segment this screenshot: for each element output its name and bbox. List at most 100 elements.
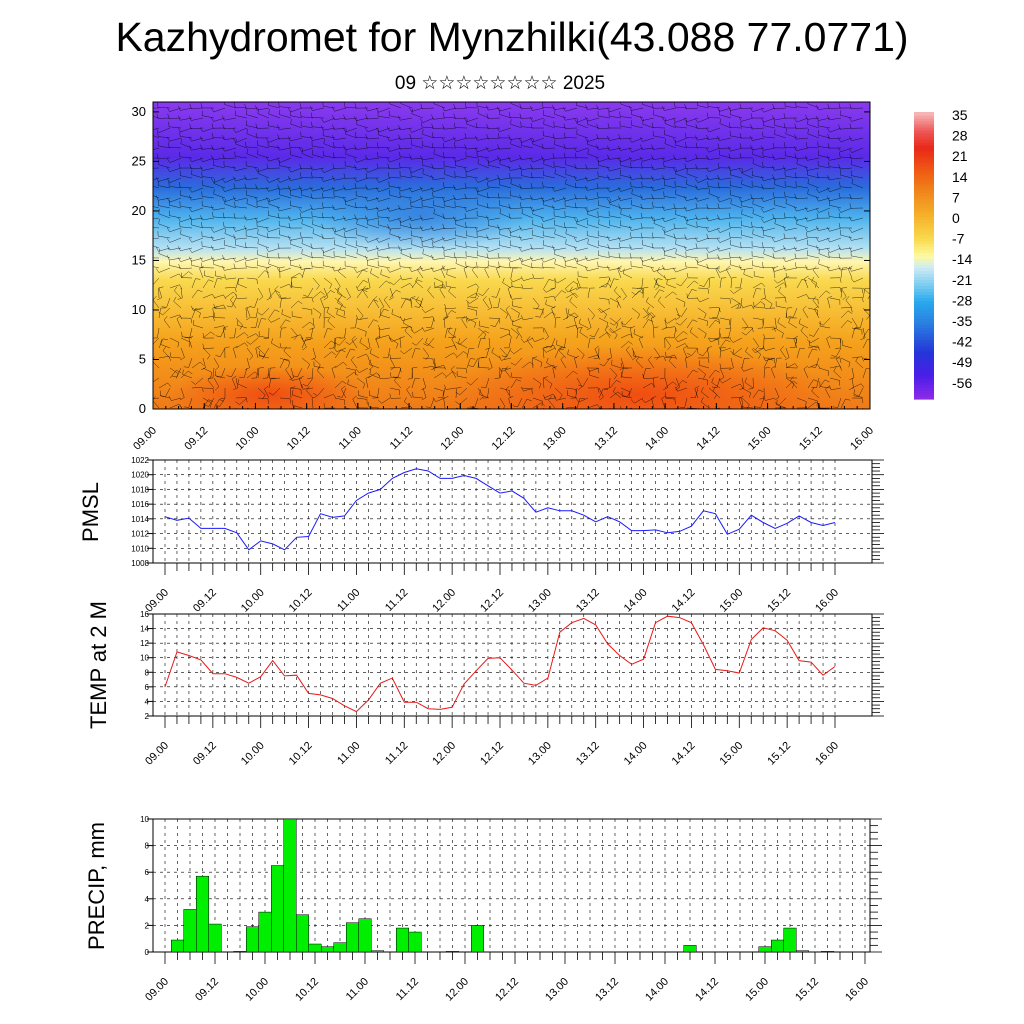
wind-barb-flag xyxy=(156,195,159,201)
wind-barb-flag xyxy=(277,213,280,219)
wind-barb-flag xyxy=(526,336,531,341)
x-tick-label: 10.12 xyxy=(285,425,313,453)
wind-barb-flag xyxy=(198,312,201,318)
wind-barb xyxy=(457,375,468,379)
wind-barb-flag xyxy=(403,318,406,324)
wind-barb xyxy=(532,137,545,143)
wind-barb-flag xyxy=(211,245,214,251)
wind-barb xyxy=(411,144,424,149)
wind-barb xyxy=(510,167,523,171)
wind-barb xyxy=(840,174,853,179)
y-tick-label: 2 xyxy=(145,921,150,930)
wind-barb xyxy=(367,299,374,309)
wind-barb xyxy=(488,147,501,152)
wind-barb-flag xyxy=(356,248,358,254)
wind-barb-flag xyxy=(160,339,162,345)
wind-barb xyxy=(455,257,468,259)
wind-barb xyxy=(466,307,477,311)
wind-barb-flag xyxy=(365,287,371,291)
wind-barb-flag xyxy=(274,309,280,312)
wind-barb xyxy=(510,103,523,109)
wind-barb xyxy=(448,291,457,299)
wind-barb xyxy=(862,287,870,295)
wind-barb-flag xyxy=(290,118,292,124)
wind-barb-flag xyxy=(226,305,232,308)
wind-barb xyxy=(338,271,347,279)
wind-barb-flag xyxy=(299,375,304,379)
wind-barb xyxy=(794,337,798,348)
wind-barb xyxy=(587,197,600,201)
wind-barb xyxy=(686,247,699,251)
wind-barb xyxy=(508,337,512,348)
wind-barb-flag xyxy=(327,316,331,322)
wind-barb xyxy=(565,243,578,249)
wind-barb xyxy=(356,136,369,139)
wind-barb-flag xyxy=(519,113,522,119)
wind-barb-flag xyxy=(362,289,368,292)
temp-series-line xyxy=(164,615,836,713)
wind-barb xyxy=(609,107,622,113)
wind-barb-flag xyxy=(772,174,775,180)
wind-barb-flag xyxy=(655,286,660,291)
wind-barb-flag xyxy=(343,144,346,150)
wind-barb-flag xyxy=(651,243,654,249)
wind-barb xyxy=(389,137,402,142)
wind-barb xyxy=(350,359,358,369)
wind-barb xyxy=(400,297,411,300)
wind-barb-flag xyxy=(299,164,302,170)
wind-barb-flag xyxy=(386,147,390,152)
wind-barb xyxy=(763,187,776,190)
wind-barb xyxy=(642,147,655,150)
wind-barb xyxy=(840,207,853,213)
wind-barb xyxy=(356,147,369,150)
wind-barb xyxy=(367,372,377,379)
wind-barb-flag xyxy=(411,342,417,346)
wind-barb-flag xyxy=(529,117,533,122)
wind-barb xyxy=(763,253,776,259)
wind-barb xyxy=(560,359,567,369)
wind-barb xyxy=(188,357,193,368)
wind-barb-flag xyxy=(256,411,257,416)
wind-barb-flag xyxy=(826,187,830,192)
wind-barb-flag xyxy=(616,295,621,300)
colorbar-swatch xyxy=(914,153,934,158)
wind-barb xyxy=(741,173,754,179)
wind-barb xyxy=(719,114,732,119)
wind-barb-flag xyxy=(474,178,479,183)
wind-barb xyxy=(235,206,248,209)
wind-barb-flag xyxy=(714,337,720,339)
wind-barb xyxy=(576,133,589,139)
wind-barb-flag xyxy=(700,397,704,402)
wind-barb-flag xyxy=(298,208,303,213)
wind-barb xyxy=(290,205,303,209)
wind-barb-flag xyxy=(288,223,291,229)
wind-barb xyxy=(499,387,510,391)
wind-barb xyxy=(292,377,303,381)
colorbar-swatch xyxy=(914,303,934,307)
wind-barb-flag xyxy=(727,105,731,111)
wind-barb xyxy=(334,127,347,130)
wind-barb-flag xyxy=(849,153,852,159)
wind-barb xyxy=(279,319,286,329)
wind-barb-flag xyxy=(486,192,489,198)
wind-barb xyxy=(169,204,182,209)
wind-barb-flag xyxy=(468,365,474,368)
wind-barb xyxy=(664,255,677,259)
wind-barb xyxy=(191,386,202,389)
wind-barb xyxy=(391,377,402,379)
wind-barb-flag xyxy=(761,184,764,190)
wind-barb-flag xyxy=(233,213,236,219)
wind-barb xyxy=(542,348,545,359)
wind-barb xyxy=(739,277,743,288)
wind-barb xyxy=(510,123,523,129)
wind-barb xyxy=(743,273,754,279)
wind-barb-flag xyxy=(281,309,283,315)
wind-barb-flag xyxy=(386,206,390,212)
wind-barb xyxy=(189,327,193,338)
wind-barb xyxy=(224,104,237,109)
wind-barb-flag xyxy=(189,195,192,201)
wind-barb xyxy=(730,174,743,179)
wind-barb-flag xyxy=(673,223,676,229)
wind-barb xyxy=(840,268,843,279)
wind-barb xyxy=(369,395,380,399)
